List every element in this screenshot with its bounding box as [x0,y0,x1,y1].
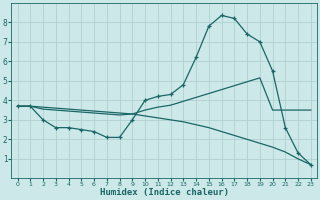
X-axis label: Humidex (Indice chaleur): Humidex (Indice chaleur) [100,188,229,197]
